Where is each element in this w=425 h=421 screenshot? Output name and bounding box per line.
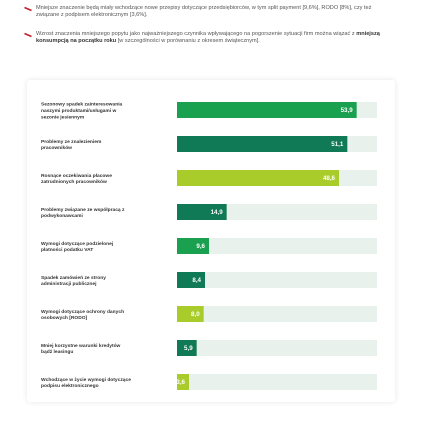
- bar-value-label: 14,9: [211, 209, 224, 216]
- note-text: Mniejsze znaczenie będą miały wchodzące …: [36, 5, 372, 19]
- check-bullet-icon: [24, 6, 32, 12]
- bar-value-label: 3,6: [176, 379, 185, 386]
- category-label: Problemy ze znalezieniem pracowników: [41, 139, 102, 151]
- category-label: Wymogi dotyczące podzielonej płatności po…: [41, 241, 114, 253]
- category-label-line: zatrudnionych pracowników: [41, 179, 107, 185]
- category-label-line: sezonie jesiennym: [41, 114, 85, 120]
- bar-value-label: 53,9: [341, 107, 354, 114]
- note-text-part: Wzrost znaczenia mniejszego popytu jako …: [36, 31, 357, 37]
- note-split-payment: Mniejsze znaczenie będą miały wchodzące …: [24, 5, 396, 20]
- note-text-part: [w szczególności w porównaniu z okresem …: [116, 38, 260, 45]
- category-label-line: Spadek zamówień ze strony: [41, 275, 106, 281]
- bar: [177, 170, 339, 186]
- bar: [177, 136, 348, 152]
- bar-value-label: 5,9: [184, 345, 193, 352]
- category-label-line: Wymogi dotyczące ochrony danych: [41, 309, 124, 315]
- category-label-line: podwykonawcami: [41, 213, 83, 219]
- bar: [177, 204, 227, 220]
- category-label: Spadek zamówień ze strony administracji p…: [41, 275, 106, 287]
- bar-value-label: 8,4: [192, 277, 201, 284]
- bar-track: [177, 204, 377, 220]
- category-label: Problemy związane ze współpracą z podwyko…: [41, 207, 125, 219]
- category-label-line: Mniej korzystne warunki kredytów: [41, 343, 121, 349]
- category-label-line: płatności podatku VAT: [41, 247, 93, 253]
- bar: [177, 272, 205, 288]
- category-label-line: osobowych [RODO]: [41, 315, 88, 321]
- category-label: Mniej korzystne warunki kredytów bądź lea…: [41, 343, 121, 355]
- bar-track: [177, 340, 377, 356]
- category-label-line: Sezonowy spadek zainteresowania: [41, 102, 123, 108]
- bar: [177, 238, 209, 254]
- category-label-line: podpisu elektronicznego: [41, 383, 99, 389]
- category-label-line: Wymogi dotyczące podzielonej: [41, 241, 114, 247]
- category-label: Wymogi dotyczące ochrony danych osobowych…: [41, 309, 124, 321]
- bar-chart: 53,9 Sezonowy spadek zainteresowania naszy…: [41, 102, 377, 390]
- category-label-line: naszymi produktami/usługami w: [41, 108, 116, 114]
- category-label: Rosnące oczekiwania płacowe zatrudnionych…: [41, 173, 112, 185]
- chart-panel: 53,9 Sezonowy spadek zainteresowania naszy…: [27, 80, 395, 402]
- category-label-line: administracji publicznej: [41, 281, 97, 287]
- bar-track: [177, 272, 377, 288]
- check-bullet-icon: [24, 32, 32, 38]
- category-label-line: Rosnące oczekiwania płacowe: [41, 173, 112, 179]
- category-label: Sezonowy spadek zainteresowania naszymi p…: [41, 102, 123, 121]
- bar: [177, 374, 189, 390]
- note-demand: Wzrost znaczenia mniejszego popytu jako …: [24, 31, 396, 46]
- category-label-line: bądź leasingu: [41, 349, 73, 355]
- bar-value-label: 48,6: [323, 175, 336, 182]
- category-label-line: Problemy ze znalezieniem: [41, 139, 102, 145]
- note-text-emphasis: mniejszą konsumpcją na początku roku: [36, 31, 380, 45]
- bar-value-label: 8,0: [191, 311, 200, 318]
- bar-value-label: 51,1: [331, 141, 344, 148]
- bar-value-label: 9,6: [196, 243, 205, 250]
- category-label: Wchodzące w życie wymogi dotyczące podpis…: [41, 377, 131, 389]
- category-label-line: Wchodzące w życie wymogi dotyczące: [41, 377, 131, 383]
- category-label-line: Problemy związane ze współpracą z: [41, 207, 125, 213]
- bar: [177, 306, 204, 322]
- bar-track: [177, 306, 377, 322]
- bar-track: [177, 374, 377, 390]
- bar-track: [177, 238, 377, 254]
- category-label-line: pracowników: [41, 145, 72, 151]
- bar: [177, 102, 357, 118]
- bar: [177, 340, 197, 356]
